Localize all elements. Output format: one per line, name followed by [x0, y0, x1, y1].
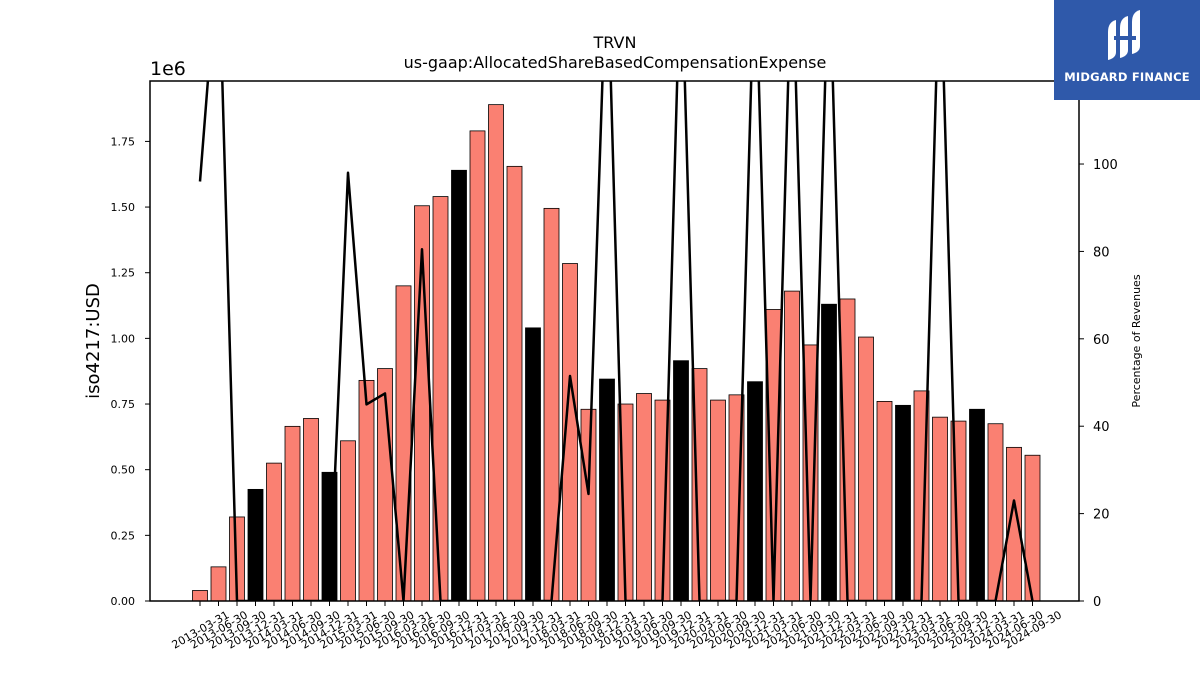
- y-tick-label: 1.75: [111, 135, 136, 148]
- y-axis: 0.00 0.25 0.50 0.75 1.00 1.25 1.50 1.75: [111, 135, 150, 608]
- bar: [599, 378, 615, 602]
- bar: [636, 393, 652, 602]
- bar: [303, 418, 319, 602]
- bar: [506, 165, 523, 602]
- y2-tick-label: 80: [1093, 245, 1110, 260]
- brand-logo-text: MIDGARD FINANCE: [1064, 70, 1190, 84]
- y2-axis: 0 20 40 60 80 100: [1079, 158, 1118, 610]
- y-tick-label: 1.00: [111, 332, 136, 345]
- y-tick-label: 0.25: [111, 529, 136, 542]
- bar: [525, 327, 541, 602]
- bar: [432, 196, 449, 602]
- brand-logo: MIDGARD FINANCE: [1054, 0, 1200, 100]
- y-tick-label: 1.25: [111, 267, 136, 280]
- bar: [710, 399, 726, 602]
- x-axis: 2013-03-312013-06-302013-09-302013-12-31…: [170, 601, 1064, 652]
- bar: [821, 303, 837, 602]
- bar: [673, 360, 689, 602]
- y-axis-label: iso4217:USD: [83, 283, 104, 399]
- bar: [858, 336, 874, 602]
- midgard-logo-icon: [1108, 10, 1140, 60]
- y-tick-label: 0.50: [111, 464, 136, 477]
- bar: [266, 462, 282, 602]
- line-series: [198, 81, 1034, 601]
- y2-axis-label: Percentage of Revenues: [1130, 274, 1143, 407]
- y2-tick-label: 40: [1093, 420, 1110, 435]
- bar: [340, 440, 356, 602]
- y-offset-text: 1e6: [150, 58, 186, 80]
- chart-subtitle: us-gaap:AllocatedShareBasedCompensationE…: [404, 53, 827, 72]
- y2-tick-label: 20: [1093, 508, 1110, 523]
- bar: [876, 401, 893, 602]
- y-tick-label: 0.75: [111, 398, 136, 411]
- bar: [784, 290, 800, 602]
- line-path: [198, 81, 1034, 601]
- bar: [580, 408, 597, 602]
- plot-frame: [149, 80, 1080, 602]
- bar: [358, 379, 375, 602]
- y-tick-label: 1.50: [111, 201, 136, 214]
- chart-title: TRVN: [593, 33, 637, 52]
- y2-tick-label: 0: [1093, 595, 1101, 610]
- bar: [895, 404, 911, 602]
- bar: [451, 169, 467, 602]
- bar: [210, 566, 227, 602]
- y-tick-label: 0.00: [111, 595, 136, 608]
- bar: [284, 425, 301, 602]
- bar: [932, 416, 948, 602]
- bar: [469, 130, 486, 602]
- bar: [747, 381, 763, 602]
- bar: [192, 590, 208, 602]
- y2-tick-label: 100: [1093, 158, 1118, 173]
- bar: [488, 104, 504, 602]
- bar: [247, 488, 264, 602]
- bar-series: [192, 104, 1041, 602]
- bar: [969, 408, 985, 602]
- y2-tick-label: 60: [1093, 333, 1110, 348]
